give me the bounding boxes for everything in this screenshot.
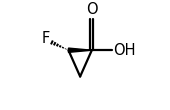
- Polygon shape: [69, 48, 92, 52]
- Text: OH: OH: [113, 43, 135, 58]
- Text: F: F: [42, 31, 50, 46]
- Text: O: O: [86, 2, 98, 17]
